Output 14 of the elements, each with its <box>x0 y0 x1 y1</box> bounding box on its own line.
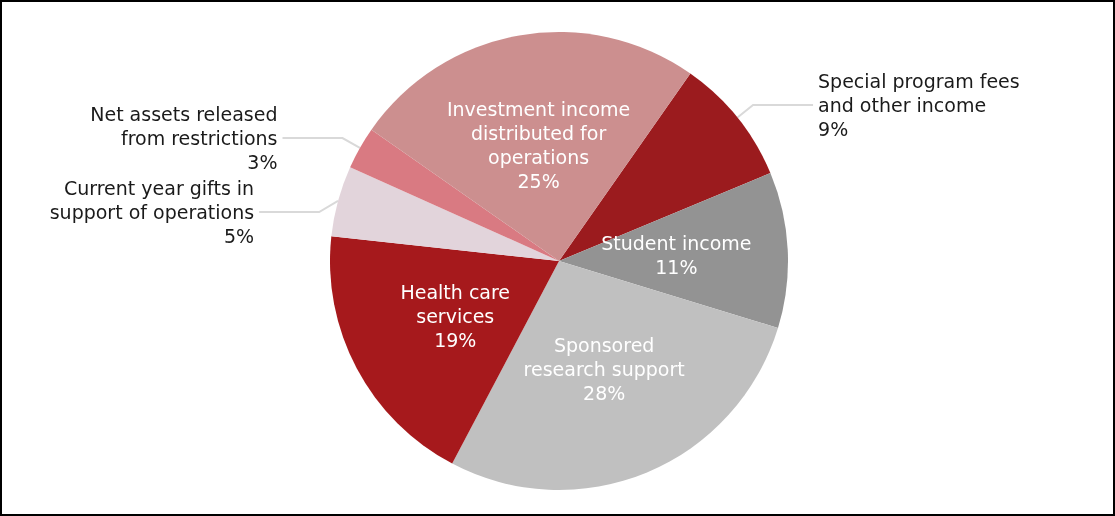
data-label: 3% <box>247 151 278 174</box>
slice-label: Investment income distributed for operations <box>446 98 631 169</box>
slice-label: Net assets released from restrictions <box>90 103 278 150</box>
data-label: 5% <box>224 225 255 248</box>
data-label: 9% <box>818 117 849 140</box>
data-label: 25% <box>517 170 560 193</box>
slice-label: Sponsored research support <box>523 334 685 381</box>
slice-label: Health care services <box>400 281 511 328</box>
data-label: 11% <box>655 256 698 279</box>
data-label: 28% <box>583 382 626 405</box>
data-label: 19% <box>434 329 477 352</box>
slice-label: Student income <box>601 232 752 255</box>
slice-label: Current year gifts in support of operations <box>49 177 255 224</box>
slice-label: Special program fees and other income <box>818 69 1020 116</box>
